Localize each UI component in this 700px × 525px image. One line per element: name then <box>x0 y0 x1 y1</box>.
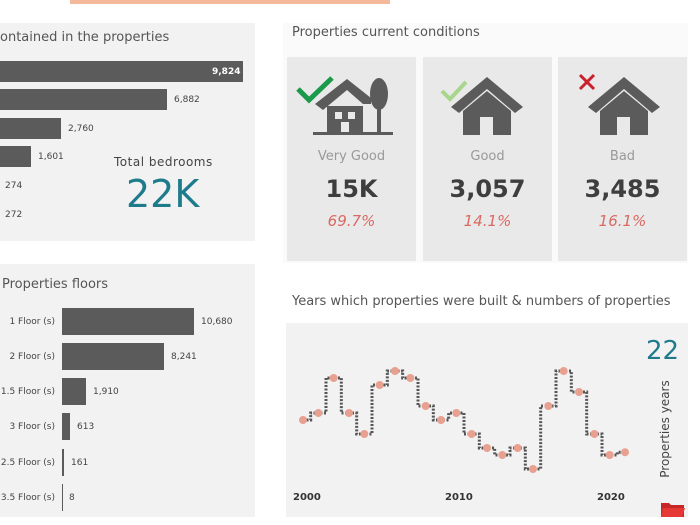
floor-category: 1.5 Floor (s) <box>0 387 55 397</box>
floor-bar <box>62 308 194 335</box>
condition-percent: 14.1% <box>463 212 512 230</box>
condition-card-good: Good 3,057 14.1% <box>423 57 552 261</box>
conditions-title: Properties current conditions <box>292 25 480 40</box>
condition-label: Bad <box>609 149 636 164</box>
floor-bar-value: 8,241 <box>171 352 197 362</box>
years-panel <box>286 323 688 517</box>
bedrooms-bar-value: 272 <box>5 210 23 220</box>
bedrooms-bar-value: 6,882 <box>174 95 200 105</box>
bedrooms-bar-value: 274 <box>5 181 23 191</box>
x-tick-label: 2020 <box>597 492 625 503</box>
floor-bar-value: 8 <box>69 493 75 503</box>
check-icon <box>440 80 468 102</box>
condition-percent: 16.1% <box>598 212 647 230</box>
bedrooms-title: ontained in the properties <box>0 30 170 45</box>
floor-bar <box>62 413 70 440</box>
floor-bar-value: 1,910 <box>93 387 119 397</box>
floor-bar-value: 613 <box>77 422 95 432</box>
floor-category: 2 Floor (s) <box>9 352 55 362</box>
floor-bar-value: 10,680 <box>201 317 233 327</box>
bedrooms-bar <box>0 61 243 82</box>
properties-years-label: Properties years <box>658 380 672 478</box>
x-tick-label: 2010 <box>445 492 473 503</box>
floor-bar <box>62 484 63 511</box>
condition-label: Very Good <box>317 149 386 164</box>
floor-category: 2.5 Floor (s) <box>0 458 55 468</box>
floor-category: 3.5 Floor (s) <box>0 493 55 503</box>
properties-years-kpi: 22 <box>646 336 680 366</box>
floor-category: 3 Floor (s) <box>9 422 55 432</box>
condition-value: 3,485 <box>584 175 661 203</box>
bedrooms-bar-value: 2,760 <box>68 124 94 134</box>
condition-value: 15K <box>325 175 378 203</box>
bedrooms-bar <box>0 89 167 110</box>
house-tree-icon <box>313 78 393 135</box>
years-title: Years which properties were built & numb… <box>292 294 671 309</box>
condition-percent: 69.7% <box>327 212 376 230</box>
bedrooms-bar <box>0 146 31 167</box>
condition-value: 3,057 <box>449 175 526 203</box>
bedrooms-panel: ontained in the properties 9,824 6,882 2… <box>0 23 255 241</box>
total-bedrooms-label: Total bedrooms <box>114 155 213 169</box>
floors-title: Properties floors <box>2 277 109 292</box>
cross-icon <box>578 73 596 91</box>
floor-category: 1 Floor (s) <box>9 317 55 327</box>
bedrooms-bar-value: 9,824 <box>212 67 241 77</box>
floors-panel: Properties floors 1 Floor (s) 10,680 2 F… <box>0 264 255 517</box>
condition-card-very-good: Very Good 15K 69.7% <box>287 57 416 261</box>
floor-bar <box>62 343 164 370</box>
bedrooms-bar-value: 1,601 <box>38 152 64 162</box>
floor-bar-value: 161 <box>71 458 89 468</box>
bedrooms-bar <box>0 118 61 139</box>
x-tick-label: 2000 <box>293 492 321 503</box>
total-bedrooms-value: 22K <box>126 172 200 216</box>
folder-icon <box>661 503 685 517</box>
floor-bar <box>62 449 64 476</box>
condition-card-bad: Bad 3,485 16.1% <box>558 57 687 261</box>
check-icon <box>296 76 334 104</box>
house-icon <box>588 77 660 135</box>
floor-bar <box>62 378 86 405</box>
top-accent-bar <box>70 0 390 4</box>
condition-label: Good <box>470 149 505 164</box>
house-icon <box>451 77 523 135</box>
